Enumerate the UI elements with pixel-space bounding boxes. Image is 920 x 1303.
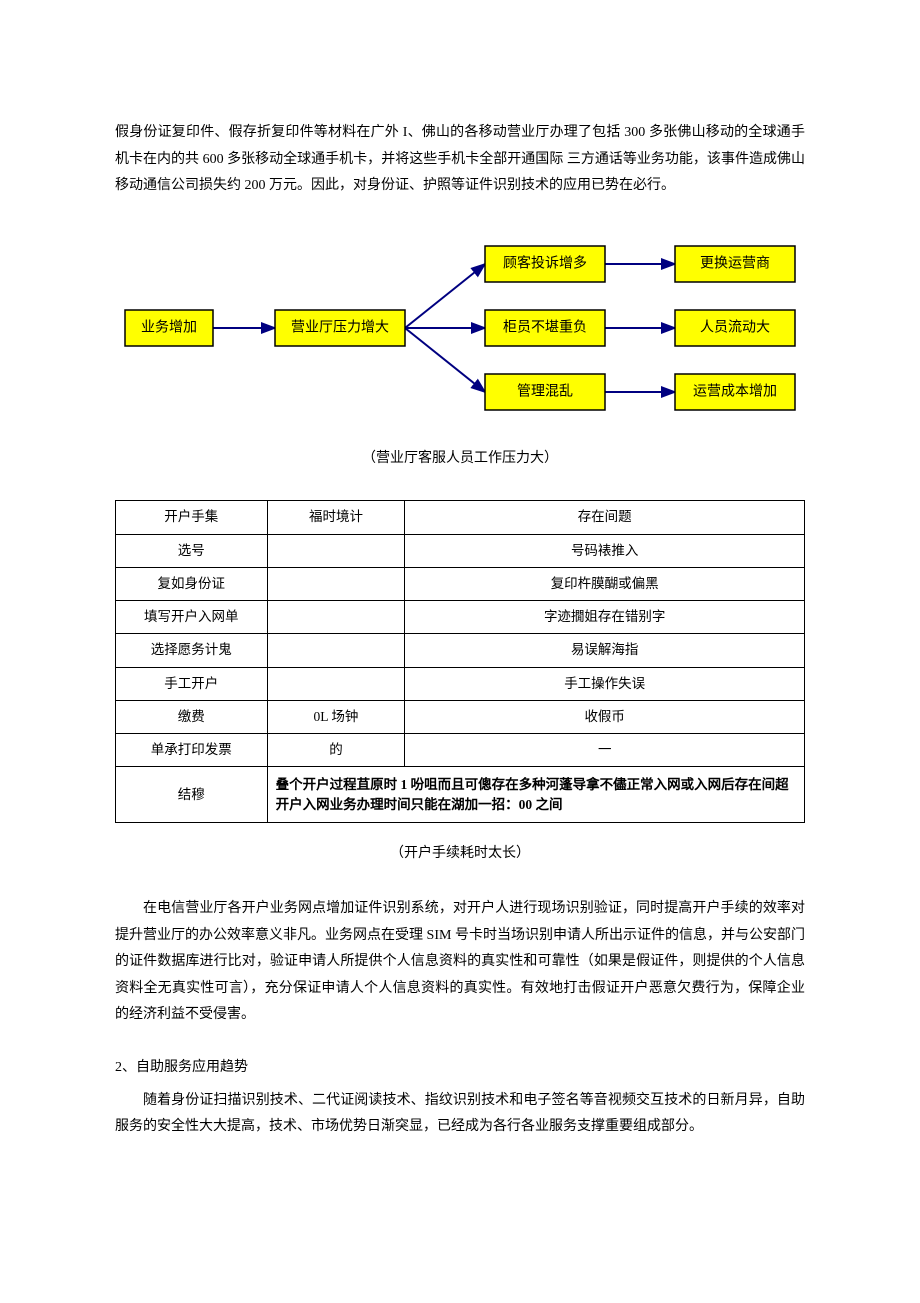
table-header-cell: 存在间题 (405, 501, 805, 534)
table-cell: 号码裱推入 (405, 534, 805, 567)
table-cell: 选号 (116, 534, 268, 567)
caption-1: （营业厅客服人员工作压力大） (115, 446, 805, 473)
table-cell: 0L 场钟 (267, 700, 405, 733)
flow-node-label: 人员流动大 (700, 319, 770, 335)
flow-node-label: 运营成本增加 (693, 383, 777, 399)
table-cell (267, 634, 405, 667)
table-row: 开户手集福时境计存在间题 (116, 501, 805, 534)
table-row: 结穆叠个开户过程苴原时 1 吩咀而且可傯存在多种河蓬导拿不儘正常入网或入网后存在… (116, 767, 805, 823)
table-cell: 字迹撊姐存在错别字 (405, 601, 805, 634)
intro-paragraph: 假身份证复印件、假存折复印件等材料在广外 I、佛山的各移动营业厅办理了包括 30… (115, 120, 805, 200)
table-cell: 手工操作失误 (405, 667, 805, 700)
table-row: 填写开户入网单 字迹撊姐存在错别字 (116, 601, 805, 634)
table-cell: 单承打印发票 (116, 734, 268, 767)
table-row: 缴费0L 场钟收假币 (116, 700, 805, 733)
flow-node-label: 营业厅压力增大 (291, 319, 389, 335)
flow-node-label: 柜员不堪重负 (503, 319, 587, 335)
table-row: 单承打印发票的一 (116, 734, 805, 767)
table-cell: 缴费 (116, 700, 268, 733)
table-cell (267, 567, 405, 600)
table-cell: 的 (267, 734, 405, 767)
flow-node-label: 顾客投诉增多 (503, 254, 587, 271)
process-table: 开户手集福时境计存在间题选号号码裱推入复如身份证复印杵膜醐或偏黑填写开户入网单字… (115, 500, 805, 823)
flowchart-svg: 业务增加 营业厅压力增大 顾客投诉增多柜员不堪重负管理混乱 更换运营商人员流动大运营成… (115, 228, 815, 428)
body-paragraph-3: 随着身份证扫描识别技术、二代证阅读技术、指纹识别技术和电子签名等音视频交互技术的… (115, 1088, 805, 1141)
table-cell: 手工开户 (116, 667, 268, 700)
table-row: 选号 号码裱推入 (116, 534, 805, 567)
table-cell (267, 667, 405, 700)
flowchart-diagram: 业务增加 营业厅压力增大 顾客投诉增多柜员不堪重负管理混乱 更换运营商人员流动大运营成… (115, 228, 805, 428)
body-paragraph-2: 在电信营业厅各开户业务网点增加证件识别系统，对开户人进行现场识别验证，同时提高开… (115, 896, 805, 1029)
table-summary-label: 结穆 (116, 767, 268, 823)
flow-node-label: 业务增加 (141, 319, 197, 335)
table-header-cell: 福时境计 (267, 501, 405, 534)
flow-edge (405, 264, 485, 328)
table-cell: 选择愿务计鬼 (116, 634, 268, 667)
section-heading-2: 2、自助服务应用趋势 (115, 1055, 805, 1082)
table-cell: 一 (405, 734, 805, 767)
table-cell: 易误解海指 (405, 634, 805, 667)
table-header-cell: 开户手集 (116, 501, 268, 534)
caption-2: （开户手续耗时太长） (115, 841, 805, 868)
table-cell: 复印杵膜醐或偏黑 (405, 567, 805, 600)
table-cell: 填写开户入网单 (116, 601, 268, 634)
flow-node-label: 管理混乱 (517, 383, 573, 399)
flow-edge (405, 328, 485, 392)
table-cell (267, 534, 405, 567)
table-cell (267, 601, 405, 634)
table-summary-text: 叠个开户过程苴原时 1 吩咀而且可傯存在多种河蓬导拿不儘正常入网或入网后存在间超… (267, 767, 804, 823)
table-row: 选择愿务计鬼 易误解海指 (116, 634, 805, 667)
table-row: 手工开户 手工操作失误 (116, 667, 805, 700)
table-cell: 收假币 (405, 700, 805, 733)
table-cell: 复如身份证 (116, 567, 268, 600)
flow-node-label: 更换运营商 (700, 254, 770, 271)
table-row: 复如身份证 复印杵膜醐或偏黑 (116, 567, 805, 600)
